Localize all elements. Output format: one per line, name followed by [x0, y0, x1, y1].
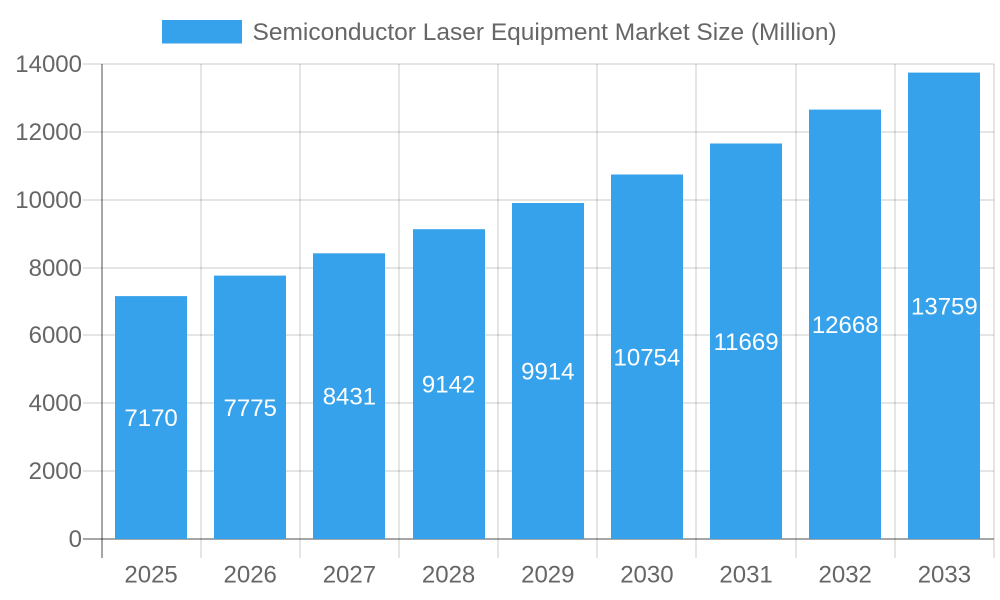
- svg-text:10754: 10754: [614, 344, 681, 371]
- svg-text:14000: 14000: [15, 51, 82, 78]
- svg-text:2025: 2025: [124, 562, 177, 589]
- svg-text:2030: 2030: [620, 562, 673, 589]
- svg-text:0: 0: [69, 526, 82, 553]
- svg-text:12668: 12668: [812, 312, 879, 339]
- svg-text:2026: 2026: [224, 562, 277, 589]
- svg-text:2032: 2032: [819, 562, 872, 589]
- svg-text:11669: 11669: [714, 329, 779, 356]
- svg-text:6000: 6000: [29, 322, 82, 349]
- svg-text:10000: 10000: [15, 187, 82, 214]
- svg-text:2033: 2033: [918, 562, 971, 589]
- svg-text:2028: 2028: [422, 562, 475, 589]
- svg-text:Semiconductor Laser Equipment: Semiconductor Laser Equipment Market Siz…: [253, 19, 837, 46]
- svg-text:7170: 7170: [124, 405, 177, 432]
- svg-text:12000: 12000: [15, 119, 82, 146]
- svg-text:9142: 9142: [422, 372, 475, 399]
- svg-text:2000: 2000: [29, 458, 82, 485]
- svg-text:9914: 9914: [521, 359, 574, 386]
- svg-text:4000: 4000: [29, 390, 82, 417]
- svg-text:2027: 2027: [323, 562, 376, 589]
- svg-text:7775: 7775: [224, 395, 277, 422]
- svg-text:2031: 2031: [719, 562, 772, 589]
- svg-text:13759: 13759: [911, 293, 978, 320]
- svg-text:2029: 2029: [521, 562, 574, 589]
- svg-text:8431: 8431: [323, 384, 376, 411]
- svg-text:8000: 8000: [29, 255, 82, 282]
